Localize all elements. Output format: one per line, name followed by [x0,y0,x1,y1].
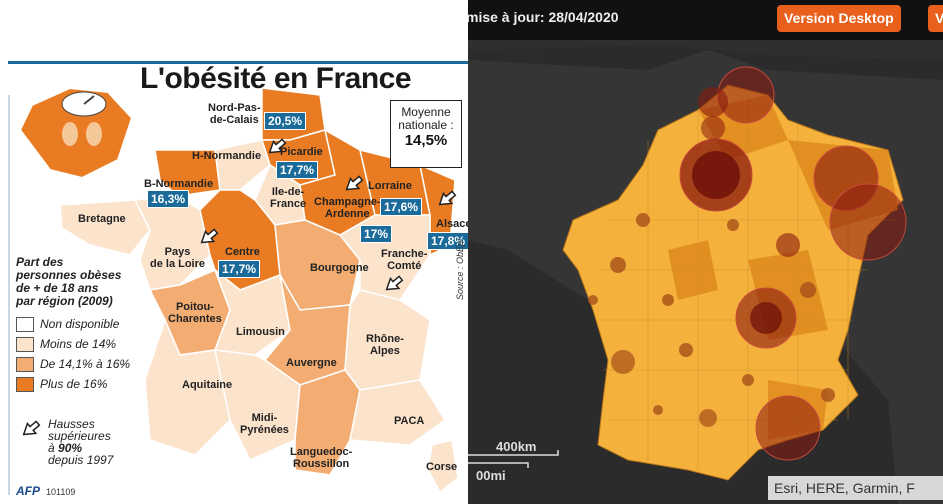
pct-alsace: 17,8% [427,232,468,250]
label-h-normandie: H-Normandie [192,150,262,162]
label-b-normandie: B-Normandie [144,178,214,190]
label-midi: Midi- Pyrénées [240,412,289,436]
average-value: 14,5% [404,132,448,149]
region-limousin [213,267,291,356]
label-limousin: Limousin [236,326,285,338]
pct-nord: 20,5% [264,112,307,130]
label-champagne: Champagne- Ardenne [314,196,381,220]
label-franche-comte: Franche- Comté [381,248,428,272]
region-b-normandie [154,149,221,197]
frame-line [8,95,10,495]
label-corse: Corse [426,461,458,473]
scale-km: 400km [496,439,537,454]
source-text: Source : ObEpi [455,238,465,300]
legend-item: Non disponible [16,314,151,334]
region-h-normandie [214,139,271,191]
pct-picardie: 17,7% [276,161,319,179]
label-aquitaine: Aquitaine [182,379,233,391]
map-attribution[interactable]: Esri, HERE, Garmin, F [768,476,943,500]
legend-swatch [16,316,34,332]
label-poitou: Poitou- Charentes [168,301,222,325]
pct-b-normandie: 16,3% [147,190,190,208]
legend-swatch [16,336,34,352]
arrow-icon [438,190,457,206]
legend-title: Part des personnes obèses de + de 18 ans… [16,255,122,308]
legend-swatch [16,356,34,372]
legend-arrow-icon [22,420,41,436]
region-paca [349,379,447,446]
scale-mi: 00mi [476,468,506,483]
obesity-map-panel: L'obésité en France Moyenne nationale : … [0,0,468,504]
case-bubbles [588,66,907,461]
afp-number: 101109 [46,487,76,497]
obesity-map-svg [8,61,468,495]
scale-bar [468,450,559,468]
arrow-icon [200,228,219,244]
covid-map-panel: mise à jour: 28/04/2020 Version Desktop … [468,0,943,504]
label-paca: PACA [394,415,425,427]
map-title: L'obésité en France [140,62,412,95]
label-bourgogne: Bourgogne [310,262,369,274]
label-bretagne: Bretagne [78,213,126,225]
label-nord: Nord-Pas-de-Calais [208,102,261,126]
label-lorraine: Lorraine [368,180,413,192]
legend-swatch [16,376,34,392]
version-desktop-button[interactable]: Version Desktop [777,5,901,32]
label-languedoc: Languedoc- Roussillon [290,446,353,470]
arrow-icon [385,275,404,291]
pct-lorraine: 17,6% [380,198,423,216]
label-idf: Ile-de- France [270,186,307,210]
title-rule [8,61,468,64]
label-centre: Centre [225,246,260,258]
pct-champagne: 17% [360,225,393,243]
second-button[interactable]: V [928,5,943,32]
average-label: Moyenne nationale : [398,105,454,132]
hausses-note: Hausses supérieures à 90% depuis 1997 [48,417,114,467]
label-picardie: Picardie [280,146,323,158]
arrow-icon [345,175,364,191]
update-date: mise à jour: 28/04/2020 [468,9,619,25]
region-bretagne [59,199,151,256]
pct-centre: 17,7% [218,260,261,278]
hausse-arrows [22,138,457,436]
region-corse [427,439,459,494]
afp-logo: AFP [16,484,40,498]
label-auvergne: Auvergne [286,357,337,369]
legend-item: Plus de 16% [16,374,151,394]
legend-item: Moins de 14% [16,334,151,354]
arrow-icon [268,138,287,154]
national-average-box: Moyenne nationale : 14,5% [390,100,462,168]
label-pays-de-la-loire: Pays de la Loire [150,246,206,270]
legend-item: De 14,1% à 16% [16,354,151,374]
region-languedoc [294,369,361,476]
legend: Part des personnes obèses de + de 18 ans… [16,256,151,394]
france-regions [59,87,459,494]
covid-map-svg [468,40,943,504]
label-alsace: Alsace [436,218,468,230]
region-aquitaine [144,317,231,456]
label-rhone: Rhône- Alpes [366,333,404,357]
scale-logo-icon [18,86,134,180]
